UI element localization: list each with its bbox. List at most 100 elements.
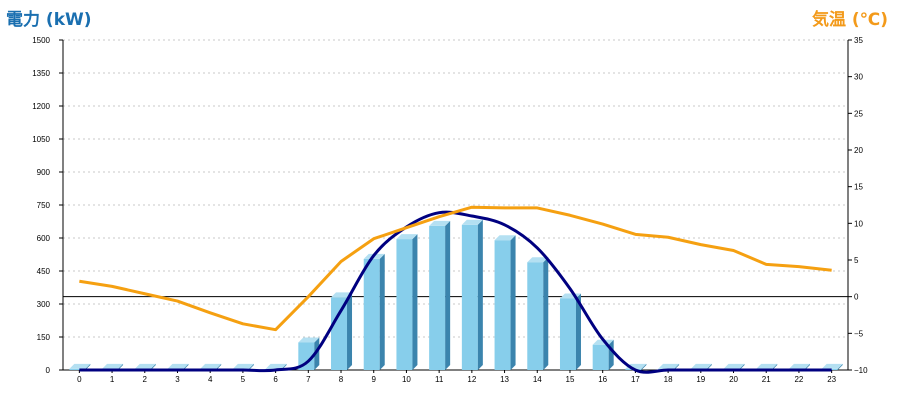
bar-top [429,220,451,226]
x-tick-label: 9 [372,375,377,384]
x-tick-label: 8 [339,375,344,384]
bar-top [200,363,222,369]
series-temperature [79,205,832,332]
bar-side [412,234,418,370]
bar-top [592,339,614,345]
bar-side [575,293,581,370]
bar-side [379,253,385,370]
left-tick-label: 900 [37,168,51,177]
x-tick-label: 3 [175,375,180,384]
x-tick-label: 1 [110,375,115,384]
bar-side [674,363,680,370]
bar [363,258,380,370]
bar [559,298,576,370]
bar-side [804,363,810,370]
bar-side [510,235,516,370]
bar-top [396,234,418,240]
x-tick-label: 22 [794,375,803,384]
bar [396,239,413,370]
x-tick-label: 23 [827,375,836,384]
bar-side [445,220,451,370]
x-tick-label: 19 [696,375,705,384]
right-tick-label: 5 [854,256,859,265]
bar-side [347,292,353,370]
bar [429,225,446,370]
bar-side [216,363,222,370]
x-tick-label: 21 [762,375,771,384]
bar-top [331,292,353,298]
x-tick-label: 20 [729,375,738,384]
bar-side [118,363,124,370]
bar-top [658,363,680,369]
bar-side [150,363,156,370]
bar [298,342,315,370]
bar-top [494,235,516,241]
right-tick-label: 25 [854,109,863,118]
bar-top [69,363,91,369]
left-tick-label: 1500 [32,36,50,45]
bar [331,297,348,370]
bar-side [248,363,254,370]
bar-side [837,363,843,370]
bar-top [690,363,712,369]
right-tick-label: 15 [854,183,863,192]
bar-top [723,363,745,369]
right-tick-label: 10 [854,219,863,228]
bar [592,344,609,370]
bar [494,240,511,370]
right-tick-label: −5 [854,329,864,338]
left-tick-label: 1350 [32,69,50,78]
bar-top [821,363,843,369]
bar-side [543,257,549,370]
bar-top [134,363,156,369]
bar-side [85,363,91,370]
bar-top [788,363,810,369]
left-tick-label: 300 [37,300,51,309]
left-tick-label: 600 [37,234,51,243]
right-tick-label: 20 [854,146,863,155]
bar-side [739,363,745,370]
left-tick-label: 450 [37,267,51,276]
bar-top [756,363,778,369]
bar-side [183,363,189,370]
left-tick-label: 750 [37,201,51,210]
bar-side [772,363,778,370]
x-tick-label: 6 [273,375,278,384]
left-tick-label: 1050 [32,135,50,144]
bar-side [314,337,320,370]
x-tick-label: 12 [467,375,476,384]
x-tick-label: 10 [402,375,411,384]
x-tick-label: 2 [143,375,148,384]
bar-top [102,363,124,369]
right-tick-label: 0 [854,293,859,302]
right-axis-title: 気温 (℃) [811,10,888,30]
bar-top [527,257,549,263]
bar-side [641,363,647,370]
bar-top [265,363,287,369]
bar-side [706,363,712,370]
x-tick-label: 13 [500,375,509,384]
x-tick-label: 14 [533,375,542,384]
x-tick-label: 17 [631,375,640,384]
bar-top [232,363,254,369]
bar-side [477,219,483,370]
left-tick-label: 1200 [32,102,50,111]
bar-top [167,363,189,369]
x-tick-label: 7 [306,375,311,384]
bar-top [461,219,483,225]
bar [69,368,86,370]
x-tick-label: 15 [566,375,575,384]
right-tick-label: 30 [854,73,863,82]
x-tick-label: 0 [77,375,82,384]
x-tick-label: 5 [241,375,246,384]
series-curve [79,210,832,374]
x-tick-label: 18 [664,375,673,384]
bar [527,262,544,370]
left-axis-title: 電力 (kW) [6,10,92,30]
x-tick-label: 11 [435,375,444,384]
bar-top [298,337,320,343]
x-tick-label: 16 [598,375,607,384]
right-tick-label: −10 [854,366,868,375]
